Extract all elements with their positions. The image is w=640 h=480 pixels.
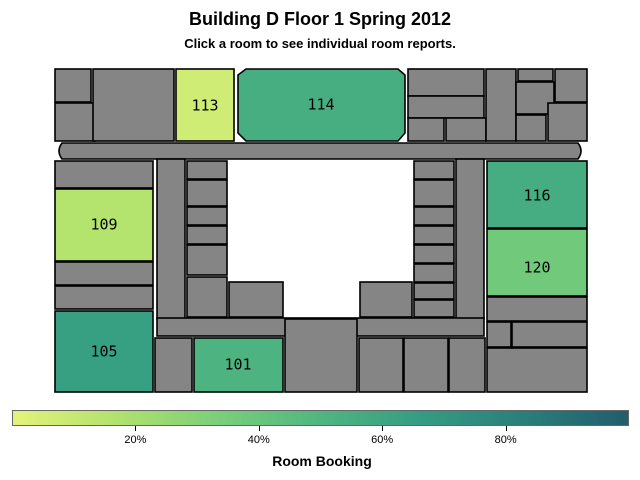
space-am xyxy=(511,321,588,348)
space-al xyxy=(486,321,512,348)
space-u xyxy=(186,244,228,276)
color-scale-title: Room Booking xyxy=(272,453,372,469)
space-s xyxy=(186,206,228,226)
space-z xyxy=(413,206,455,226)
tick-mark xyxy=(258,426,260,431)
space-f xyxy=(407,117,445,142)
room-105[interactable] xyxy=(54,310,154,393)
space-ad xyxy=(413,282,455,300)
space-e xyxy=(407,95,485,119)
space-ak xyxy=(486,296,588,322)
space-ah xyxy=(358,337,404,393)
space-aj xyxy=(448,337,486,393)
space-l xyxy=(554,68,588,103)
space-p xyxy=(54,285,154,310)
tick-label: 20% xyxy=(124,434,147,446)
tick-label: 40% xyxy=(247,434,270,446)
space-ai xyxy=(403,337,449,393)
space-w xyxy=(228,281,284,318)
corridor-east xyxy=(455,158,485,320)
room-114[interactable] xyxy=(237,68,406,142)
space-ac xyxy=(413,263,455,283)
lobby xyxy=(284,318,358,393)
space-t xyxy=(186,225,228,245)
space-a xyxy=(54,68,92,103)
tick-label: 80% xyxy=(494,434,517,446)
corridor-north xyxy=(58,142,582,160)
space-b xyxy=(54,102,96,142)
space-y xyxy=(413,179,455,207)
space-c xyxy=(92,68,175,142)
space-af xyxy=(359,281,413,318)
non-reportable-spaces xyxy=(54,68,588,393)
space-d xyxy=(407,68,485,97)
space-ab xyxy=(413,244,455,264)
space-q xyxy=(186,160,228,180)
space-o xyxy=(54,261,154,286)
space-x xyxy=(413,160,455,180)
corridor-west xyxy=(156,158,186,320)
reportable-rooms xyxy=(54,68,588,393)
room-113[interactable] xyxy=(175,68,235,142)
tick-mark xyxy=(135,426,137,431)
space-r xyxy=(186,179,228,207)
space-ag xyxy=(154,337,193,393)
space-ae xyxy=(413,299,455,318)
space-k xyxy=(515,114,547,142)
color-scale-bar xyxy=(12,410,629,426)
space-m xyxy=(547,102,588,142)
room-109[interactable] xyxy=(54,188,154,262)
space-an xyxy=(486,347,588,393)
floor-plan: 113 114 109 116 120 105 101 xyxy=(54,68,588,393)
space-n xyxy=(54,160,154,189)
room-101[interactable] xyxy=(193,337,284,393)
space-h xyxy=(485,68,517,142)
map-subtitle: Click a room to see individual room repo… xyxy=(184,36,456,51)
space-i xyxy=(517,68,554,82)
tick-mark xyxy=(505,426,507,431)
room-116[interactable] xyxy=(486,160,588,229)
tick-label: 60% xyxy=(371,434,394,446)
tick-mark xyxy=(382,426,384,431)
space-g xyxy=(445,117,487,142)
map-title: Building D Floor 1 Spring 2012 xyxy=(188,9,452,29)
space-aa xyxy=(413,225,455,245)
room-120[interactable] xyxy=(486,228,588,297)
space-v xyxy=(186,276,228,318)
